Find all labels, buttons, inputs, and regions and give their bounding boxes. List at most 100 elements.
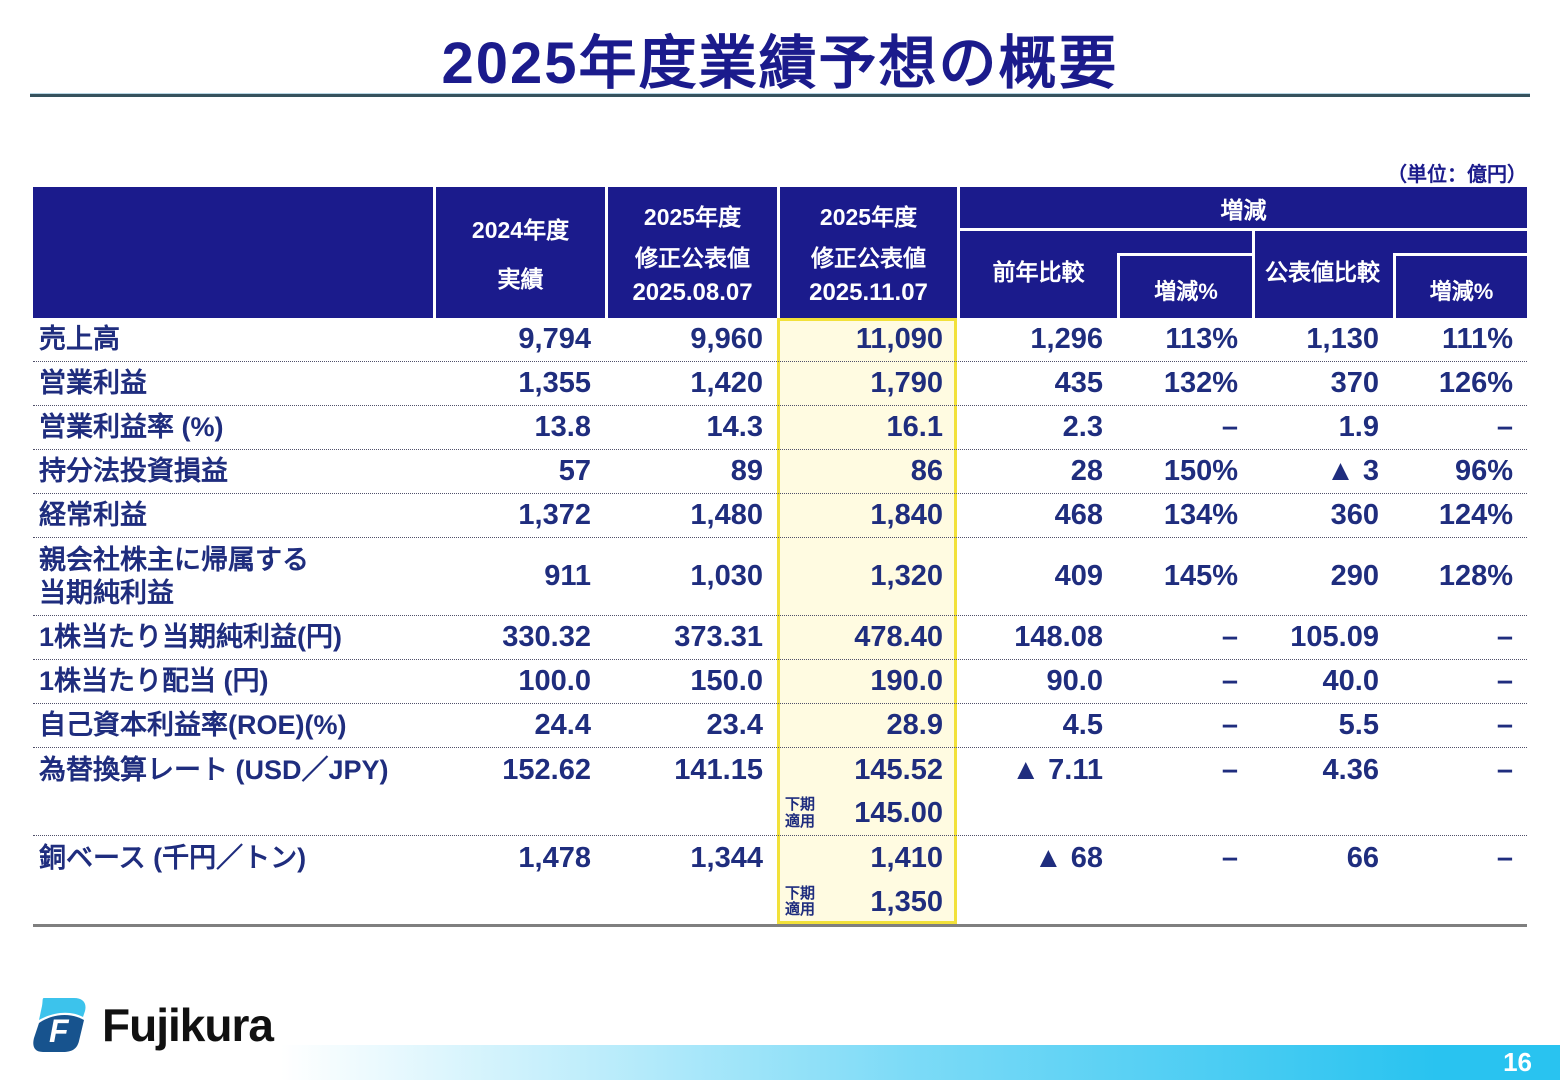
row-label: 売上高 (39, 324, 120, 355)
cell-vs-pub-pct: 124% (1438, 499, 1513, 531)
header-vs-pub-pct-label: 増減% (1393, 253, 1527, 318)
cell-yoy-pct: – (1221, 709, 1238, 741)
table-row: 為替換算レート (USD／JPY) 152.62 141.15 145.52 ▲ 7.1… (33, 748, 1527, 792)
cell-vs-pub-pct: – (1496, 709, 1513, 741)
cell-yoy-pct: – (1221, 841, 1238, 874)
row-label: 自己資本利益率(ROE)(%) (39, 710, 347, 741)
cell-yoy: 1,296 (1030, 323, 1103, 355)
table-row: 売上高 9,794 9,960 11,090 1,296 113% 1,130 111% (33, 318, 1527, 362)
row-label: 持分法投資損益 (39, 456, 228, 487)
cell-yoy-pct (1117, 792, 1252, 835)
footer-bar: 16 (0, 1045, 1560, 1080)
cell-yoy-pct: 145% (1163, 560, 1238, 592)
cell-vs-pub: 5.5 (1338, 709, 1379, 741)
cell-yoy (957, 792, 1117, 835)
highlight-column-overlay (777, 318, 957, 924)
row-label: 銅ベース (千円／トン) (39, 842, 307, 873)
cell-vs-pub: 290 (1330, 560, 1379, 592)
cell-yoy: 90.0 (1046, 665, 1103, 697)
cell-fy2025-0807: 1,344 (690, 841, 763, 874)
cell-vs-pub-pct: – (1496, 411, 1513, 443)
table-row: 銅ベース (千円／トン) 1,478 1,344 1,410 ▲ 68 – 66 – (33, 836, 1527, 880)
cell-vs-pub: 40.0 (1322, 665, 1379, 697)
table-row: 営業利益率 (%) 13.8 14.3 16.1 2.3 – 1.9 – (33, 406, 1527, 450)
cell-vs-pub: 66 (1346, 841, 1379, 874)
header-1107-revised: 修正公表値 (811, 244, 926, 271)
sub-value: 145.00 (854, 797, 943, 829)
header-0807-revised: 修正公表値 (635, 244, 750, 271)
cell-fy2025-1107: 190.0 (870, 665, 943, 697)
cell-vs-pub-pct: – (1496, 753, 1513, 786)
cell-yoy-pct (1117, 880, 1252, 924)
cell-yoy: 435 (1054, 367, 1103, 399)
header-0807-date: 2025.08.07 (632, 279, 753, 307)
title-underline (30, 93, 1530, 97)
fujikura-logo: F Fujikura (30, 995, 274, 1055)
cell-vs-pub-pct: – (1496, 665, 1513, 697)
cell-fy2025-1107: 11,090 (855, 323, 943, 355)
row-label (33, 792, 433, 835)
cell-fy2024: 24.4 (534, 709, 591, 741)
cell-vs-pub: 370 (1330, 367, 1379, 399)
cell-fy2025-0807: 89 (730, 455, 763, 487)
page-title: 2025年度業績予想の概要 (441, 31, 1119, 96)
table-subrow: 下期 適用 145.00 (33, 792, 1527, 836)
row-label: 1株当たり当期純利益(円) (39, 622, 342, 653)
cell-fy2025-0807: 14.3 (706, 411, 763, 443)
cell-fy2025-0807: 1,480 (690, 499, 763, 531)
cell-vs-pub (1252, 792, 1393, 835)
cell-fy2025-1107: 86 (910, 455, 943, 487)
cell-fy2024: 9,794 (518, 323, 591, 355)
cell-yoy-pct: – (1221, 411, 1238, 443)
table-row: 自己資本利益率(ROE)(%) 24.4 23.4 28.9 4.5 – 5.5 – (33, 704, 1527, 748)
cell-fy2025-0807: 23.4 (706, 709, 763, 741)
header-fy2024-year: 2024年度 (471, 216, 570, 243)
cell-fy2025-1107: 145.52 (854, 753, 943, 786)
cell-fy2025-0807: 9,960 (690, 323, 763, 355)
header-blank-cell (33, 187, 433, 318)
cell-fy2025-1107: 下期 適用 145.00 (777, 792, 957, 835)
cell-fy2025-0807 (605, 792, 777, 835)
cell-fy2024 (433, 880, 605, 924)
cell-yoy: 409 (1054, 560, 1103, 592)
table-row: 1株当たり配当 (円) 100.0 150.0 190.0 90.0 – 40.0 – (33, 660, 1527, 704)
cell-fy2024: 13.8 (534, 411, 591, 443)
header-fy2025-0807: 2025年度 修正公表値 2025.08.07 (608, 187, 777, 318)
table-header: 2024年度 実績 2025年度 修正公表値 2025.08.07 2025年度… (33, 187, 1527, 318)
cell-vs-pub: 4.36 (1322, 753, 1379, 786)
row-label: 親会社株主に帰属する 当期純利益 (39, 545, 309, 608)
header-vs-pub-label: 公表値比較 (1265, 258, 1380, 285)
cell-fy2024: 100.0 (518, 665, 591, 697)
cell-yoy-pct: 134% (1163, 499, 1238, 531)
table-body: 売上高 9,794 9,960 11,090 1,296 113% 1,130 111% 営業利… (33, 318, 1527, 927)
cell-fy2024: 1,478 (518, 841, 591, 874)
cell-yoy: ▲ 7.11 (1011, 753, 1103, 786)
header-change-group: 増減 前年比較 増減% 公表値比較 増減% (960, 187, 1527, 318)
table-row: 経常利益 1,372 1,480 1,840 468 134% 360 124% (33, 494, 1527, 538)
cell-yoy-pct: 150% (1163, 455, 1238, 487)
header-fy2024-actual: 実績 (497, 266, 544, 293)
cell-fy2025-0807 (605, 880, 777, 924)
row-label: 1株当たり配当 (円) (39, 666, 269, 697)
cell-fy2025-0807: 1,030 (690, 560, 763, 592)
cell-fy2025-0807: 150.0 (690, 665, 763, 697)
cell-yoy: ▲ 68 (1033, 841, 1103, 874)
header-1107-year: 2025年度 (819, 203, 918, 230)
table-row: 持分法投資損益 57 89 86 28 150% ▲ 3 96% (33, 450, 1527, 494)
row-label: 営業利益 (39, 368, 147, 399)
cell-yoy-pct: 113% (1165, 323, 1238, 355)
cell-yoy: 148.08 (1014, 621, 1103, 653)
sub-value: 1,350 (870, 885, 943, 918)
cell-yoy: 2.3 (1062, 411, 1103, 443)
cell-vs-pub: 360 (1330, 499, 1379, 531)
cell-vs-pub: 1.9 (1338, 411, 1379, 443)
cell-fy2025-0807: 1,420 (690, 367, 763, 399)
cell-vs-pub-pct (1393, 880, 1527, 924)
cell-yoy-pct: – (1221, 753, 1238, 786)
cell-vs-pub-pct: – (1496, 621, 1513, 653)
cell-fy2025-0807: 373.31 (674, 621, 763, 653)
header-fy2024: 2024年度 実績 (436, 187, 605, 318)
header-vs-pub-pct-text: 増減% (1429, 279, 1494, 304)
cell-yoy-pct: – (1221, 621, 1238, 653)
cell-fy2024: 152.62 (502, 753, 591, 786)
